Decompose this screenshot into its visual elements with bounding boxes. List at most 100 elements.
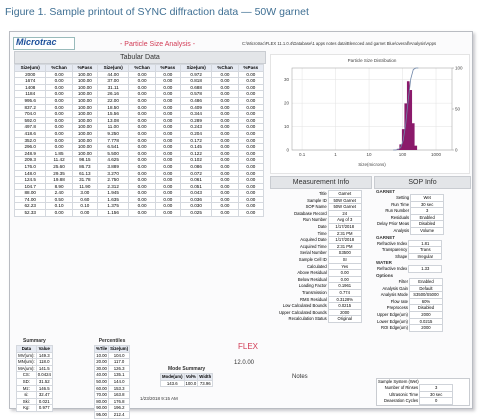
field-label: Analysis Gain — [382, 285, 408, 291]
field: Run Number 3 — [376, 207, 445, 215]
row: 10.00 104.0 — [93, 351, 131, 360]
field: Setting Wet — [376, 194, 445, 202]
footer-date: 1/23/2018 9:15 AM — [140, 396, 178, 401]
row: SD: 31.52 — [16, 377, 53, 386]
cell: 124.5 — [13, 176, 47, 184]
row: MN(um): 118.0 — [16, 358, 53, 366]
field-label: Time — [317, 230, 327, 236]
field-value: 2000 — [408, 324, 443, 332]
cell: 3.889 — [96, 162, 130, 171]
field-label: Setting — [396, 195, 410, 200]
field: Analysis Volume — [376, 226, 445, 235]
field: Residuals Enabled — [376, 213, 445, 222]
sop-group: GARNET — [376, 234, 395, 240]
row: 209.3 11.42 98.15 4.625 0.00 0.00 0.102 0.00 0.0… — [13, 156, 265, 164]
cell: 0.00 — [128, 123, 156, 131]
cell: 0.00 — [237, 149, 265, 158]
cell: 0.00 — [211, 182, 239, 191]
cell: 32.47 — [35, 391, 53, 399]
cell: 0.00 — [237, 83, 265, 92]
cell: 212.4 — [108, 410, 131, 419]
field-label: Above Residual — [297, 270, 327, 276]
field-label: Shape — [395, 253, 408, 259]
cell: 0.00 — [128, 162, 156, 171]
cell: 0.00 — [211, 77, 239, 85]
cell: 0.00 — [128, 149, 156, 158]
cell: 0.00 — [211, 156, 239, 164]
cell: 0.578 — [179, 90, 213, 98]
field-list: Filter Enabled Analysis Gain Default Analysi… — [376, 277, 443, 332]
cell: 0.072 — [179, 169, 213, 178]
cell: 31.11 — [96, 83, 130, 92]
field: Recalculation Status Original — [278, 315, 362, 323]
cell: 9.250 — [96, 129, 130, 138]
field-value: Disabled — [408, 304, 443, 312]
cell: 0.172 — [179, 136, 213, 145]
cell: 61.13 — [71, 169, 98, 178]
cell: 0.00 — [154, 209, 181, 217]
field: Upper Edge(um) 2000 — [376, 310, 443, 319]
row: 704.0 0.00 100.00 15.56 0.00 0.00 0.344 0.00 0.0… — [13, 110, 265, 118]
cell: 100.00 — [71, 96, 98, 105]
cell: 100.00 — [71, 149, 98, 158]
cell: 11.42 — [45, 156, 73, 164]
row: 70.00 163.8 — [93, 391, 131, 399]
field-value: 2:31 PM — [327, 242, 362, 251]
field-label: Transparency — [381, 247, 408, 253]
row: 2000 0.00 100.00 44.00 0.00 0.00 0.972 0.00 0.00 — [13, 70, 265, 79]
cell: 0.00 — [154, 176, 181, 184]
row: CS: 0.0424 — [16, 371, 53, 379]
field-label: Sample ID — [307, 197, 327, 203]
field-label: Ultrasonic Time — [389, 391, 419, 397]
cell: 11.00 — [96, 123, 130, 131]
field-label: Sample Cell ID — [298, 256, 327, 262]
cell: 18.50 — [96, 103, 130, 112]
cell: 31.78 — [71, 176, 98, 184]
field-label: Refractive Index — [377, 240, 408, 246]
column-header: Size(um) — [13, 64, 47, 72]
cell: 0.00 — [237, 169, 265, 178]
version-label: FLEX — [238, 342, 259, 351]
cell: 0.145 — [179, 143, 213, 151]
cell: 296.0 — [13, 143, 47, 151]
cell: 0.00 — [45, 143, 73, 151]
row: 62.23 0.10 0.10 1.375 0.00 0.00 0.030 0.00 0.00 — [13, 202, 265, 211]
field-value: Trans — [408, 246, 443, 254]
cell: 0.00 — [154, 149, 181, 158]
bar — [404, 103, 408, 150]
cell: 0.409 — [179, 103, 213, 112]
field-value: 0.3128% — [327, 295, 362, 304]
cell: 3.00 — [71, 189, 98, 197]
cumulative-line — [393, 67, 419, 151]
cell: 80.00 — [93, 397, 110, 406]
cell: 0.00 — [128, 83, 156, 92]
row: 80.00 176.8 — [93, 397, 131, 406]
bar — [411, 123, 415, 150]
field-value: 30 sec — [410, 200, 445, 209]
field-value: Default — [408, 284, 443, 293]
x-axis-label: Size(microns) — [358, 162, 386, 167]
table-title: Percentiles — [98, 338, 126, 344]
cell: 0.00 — [128, 195, 156, 204]
y2-tick-label: 0 — [455, 148, 458, 153]
cell: 88.00 — [13, 189, 47, 197]
cell: 0.030 — [179, 202, 213, 211]
field-value: Avg of 3 — [327, 216, 362, 224]
row: 995.6 0.00 100.00 22.00 0.00 0.00 0.486 0.00 0.0… — [13, 96, 265, 105]
field-value: 1/17/2018 — [327, 236, 362, 244]
cell: 0.00 — [154, 136, 181, 145]
bar — [414, 145, 418, 150]
cell: 4.625 — [96, 156, 130, 164]
field-value: 0.00 — [327, 275, 362, 284]
field-label: Calculated — [306, 263, 327, 269]
data-table: Data Value MV(um): 149.3 MN(um): 118.0 MA(um):… — [16, 345, 53, 412]
field: Sample System (Wet) — [377, 379, 453, 385]
cell: 31.52 — [35, 377, 53, 386]
cell: 104.7 — [13, 182, 47, 191]
field-list: Setting Wet Run Time 30 sec Run Number 3 Resid… — [376, 194, 445, 235]
cell: 0.00 — [237, 103, 265, 112]
field-label: Recalculation Status — [288, 316, 327, 322]
data-table: %Tile Size(um) 10.00 104.0 20.00 117.0 30.00 12… — [93, 345, 131, 419]
cell: 141.5 — [35, 364, 53, 373]
cell: 15.56 — [96, 110, 130, 118]
